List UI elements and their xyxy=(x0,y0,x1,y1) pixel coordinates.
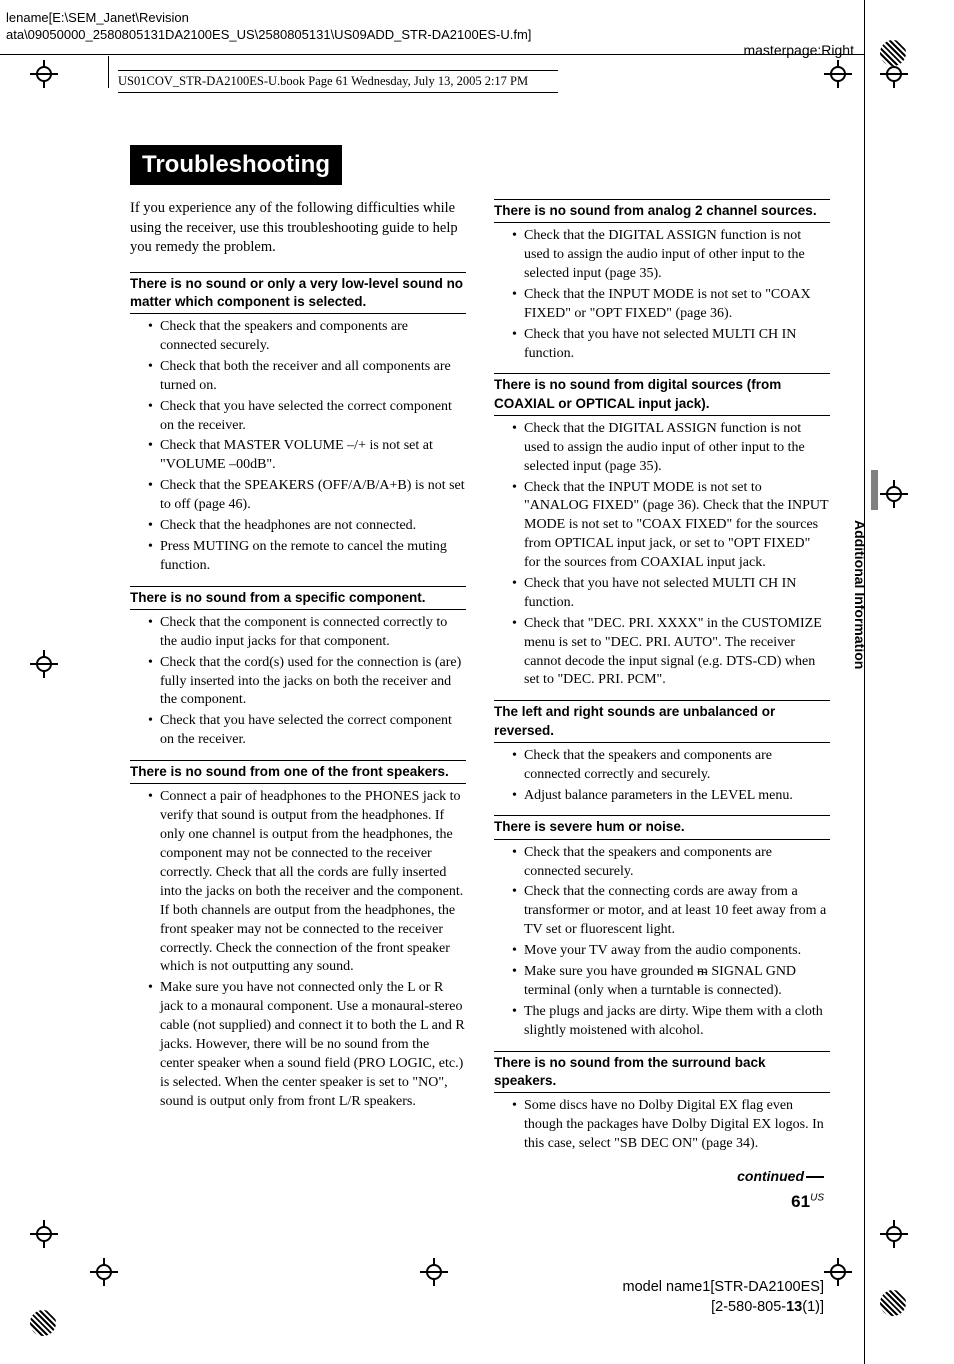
section-head: There is no sound from analog 2 channel … xyxy=(494,199,830,223)
rule-top xyxy=(0,54,864,55)
reg-mark xyxy=(880,480,908,508)
left-column: If you experience any of the following d… xyxy=(130,199,466,1164)
reg-mark xyxy=(824,60,852,88)
bullet-list: Check that the component is connected co… xyxy=(130,614,466,750)
section-head: There is no sound from digital sources (… xyxy=(494,373,830,415)
list-item: Check that the headphones are not connec… xyxy=(148,517,466,536)
list-item: Check that the DIGITAL ASSIGN function i… xyxy=(512,227,830,284)
list-item: Check that the component is connected co… xyxy=(148,614,466,652)
bullet-list: Check that the speakers and components a… xyxy=(494,844,830,1041)
hatch-mark xyxy=(30,1310,56,1336)
reg-mark xyxy=(30,1220,58,1248)
list-item: Check that you have not selected MULTI C… xyxy=(512,326,830,364)
list-item: Move your TV away from the audio compone… xyxy=(512,942,830,961)
footer-model-name: model name1[STR-DA2100ES] xyxy=(623,1279,825,1295)
bullet-list: Check that the speakers and components a… xyxy=(494,747,830,806)
hatch-mark xyxy=(880,1290,906,1316)
hatch-mark xyxy=(880,40,906,66)
side-tab-label: Additional Information xyxy=(852,520,868,669)
bullet-list: Check that the DIGITAL ASSIGN function i… xyxy=(494,227,830,363)
list-item: Press MUTING on the remote to cancel the… xyxy=(148,538,466,576)
section-head: There is no sound from a specific compon… xyxy=(130,586,466,610)
footer-revision: [2-580-805-13(1)] xyxy=(711,1299,824,1315)
list-item: Check that you have selected the correct… xyxy=(148,712,466,750)
side-index-bar xyxy=(871,470,878,510)
list-item: Make sure you have not connected only th… xyxy=(148,979,466,1111)
intro-text: If you experience any of the following d… xyxy=(130,199,466,258)
list-item: Check that you have selected the correct… xyxy=(148,398,466,436)
bullet-list: Some discs have no Dolby Digital EX flag… xyxy=(494,1097,830,1154)
path-line1: lename[E:\SEM_Janet\Revision xyxy=(6,10,189,25)
list-item: The plugs and jacks are dirty. Wipe them… xyxy=(512,1003,830,1041)
reg-mark xyxy=(90,1258,118,1286)
right-column: There is no sound from analog 2 channel … xyxy=(494,199,830,1164)
reg-mark xyxy=(880,1220,908,1248)
list-item: Check that the INPUT MODE is not set to … xyxy=(512,479,830,573)
list-item: Check that "DEC. PRI. XXXX" in the CUSTO… xyxy=(512,615,830,691)
reg-mark xyxy=(824,1258,852,1286)
two-column-layout: If you experience any of the following d… xyxy=(130,199,830,1164)
path-line2: ata\09050000_2580805131DA2100ES_US\25808… xyxy=(6,27,531,42)
header-file-path: lename[E:\SEM_Janet\Revision ata\0905000… xyxy=(6,10,531,44)
list-item: Check that the speakers and components a… xyxy=(512,747,830,785)
footer-meta: model name1[STR-DA2100ES] [2-580-805-13(… xyxy=(623,1278,825,1317)
list-item: Check that the cord(s) used for the conn… xyxy=(148,654,466,711)
reg-mark xyxy=(30,60,58,88)
bullet-list: Check that the speakers and components a… xyxy=(130,318,466,576)
section-head: There is no sound or only a very low-lev… xyxy=(130,272,466,314)
header-bookline: US01COV_STR-DA2100ES-U.book Page 61 Wedn… xyxy=(118,70,558,93)
list-item: Check that the connecting cords are away… xyxy=(512,883,830,940)
reg-mark xyxy=(30,650,58,678)
rule-right xyxy=(864,0,865,1364)
list-item: Some discs have no Dolby Digital EX flag… xyxy=(512,1097,830,1154)
page-number-value: 61 xyxy=(791,1192,810,1211)
reg-mark xyxy=(420,1258,448,1286)
list-item: Check that the speakers and components a… xyxy=(148,318,466,356)
bullet-list: Connect a pair of headphones to the PHON… xyxy=(130,788,466,1111)
list-item: Check that you have not selected MULTI C… xyxy=(512,575,830,613)
page-number-suffix: US xyxy=(810,1192,824,1203)
list-item: Make sure you have grounded ᵯ SIGNAL GND… xyxy=(512,963,830,1001)
list-item: Check that the DIGITAL ASSIGN function i… xyxy=(512,420,830,477)
list-item: Check that the SPEAKERS (OFF/A/B/A+B) is… xyxy=(148,477,466,515)
list-item: Check that MASTER VOLUME –/+ is not set … xyxy=(148,437,466,475)
header-masterpage: masterpage:Right xyxy=(743,42,854,58)
list-item: Connect a pair of headphones to the PHON… xyxy=(148,788,466,977)
section-head: The left and right sounds are unbalanced… xyxy=(494,700,830,742)
list-item: Adjust balance parameters in the LEVEL m… xyxy=(512,787,830,806)
continued-label: continued xyxy=(737,1168,824,1184)
page-number: 61US xyxy=(791,1192,824,1212)
list-item: Check that both the receiver and all com… xyxy=(148,358,466,396)
section-head: There is no sound from one of the front … xyxy=(130,760,466,784)
page-content: Troubleshooting If you experience any of… xyxy=(130,145,830,1164)
section-head: There is severe hum or noise. xyxy=(494,815,830,839)
bullet-list: Check that the DIGITAL ASSIGN function i… xyxy=(494,420,830,690)
list-item: Check that the speakers and components a… xyxy=(512,844,830,882)
page-title: Troubleshooting xyxy=(130,145,342,185)
continued-rule xyxy=(806,1176,824,1178)
continued-text: continued xyxy=(737,1168,804,1184)
list-item: Check that the INPUT MODE is not set to … xyxy=(512,286,830,324)
rule-book-left xyxy=(108,56,109,88)
section-head: There is no sound from the surround back… xyxy=(494,1051,830,1093)
